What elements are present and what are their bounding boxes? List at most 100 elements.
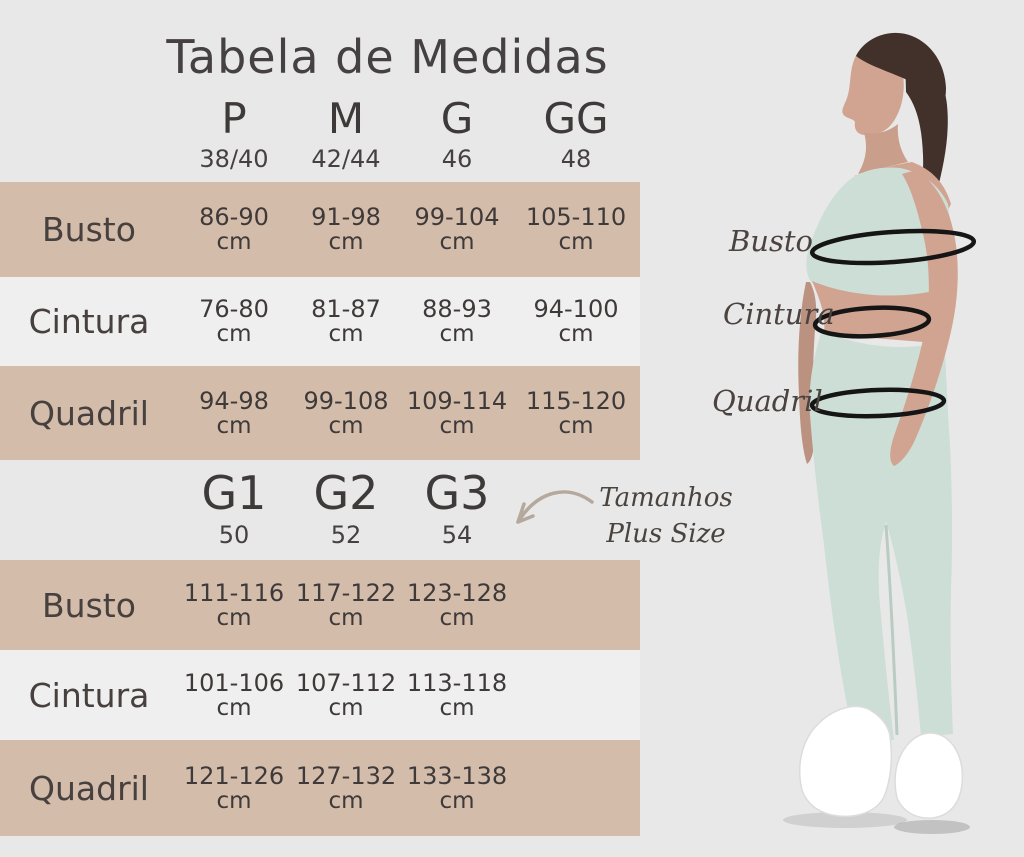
size-letter: G xyxy=(440,94,474,143)
cell-unit: cm xyxy=(558,412,594,439)
front-arm xyxy=(890,170,958,466)
cell-unit: cm xyxy=(216,604,252,631)
cell-unit: cm xyxy=(216,321,252,347)
size-letter: P xyxy=(221,94,247,143)
table-cell: 111-116 cm xyxy=(178,580,290,631)
cell-unit: cm xyxy=(558,321,594,347)
cell-unit: cm xyxy=(439,412,475,439)
hip-measure-line xyxy=(809,387,947,419)
figure-bust-label: Busto xyxy=(729,224,813,258)
table-cell: 127-132 cm xyxy=(290,763,402,814)
table-cell: 86-90 cm xyxy=(178,204,290,255)
cell-unit: cm xyxy=(439,229,475,255)
table-cell: 113-118 cm xyxy=(402,670,512,721)
table-row-busto: Busto 86-90 cm 91-98 cm 99-104 cm 105-110 cm xyxy=(0,182,640,277)
size-col-g: G 46 xyxy=(402,94,512,173)
plus-note-line1: Tamanhos xyxy=(599,483,733,513)
cell-value: 113-118 xyxy=(406,668,508,697)
figure-waist-label: Cintura xyxy=(723,297,835,331)
cell-unit: cm xyxy=(328,604,364,631)
size-letter: GG xyxy=(543,94,609,143)
row-label: Cintura xyxy=(28,675,150,715)
table-cell: 107-112 cm xyxy=(290,670,402,721)
cell-value: 86-90 xyxy=(199,203,269,231)
cell-unit: cm xyxy=(439,604,475,631)
table-cell: 105-110 cm xyxy=(512,204,640,255)
row-label: Cintura xyxy=(28,302,150,341)
table-cell: 76-80 cm xyxy=(178,296,290,347)
cell-value: 115-120 xyxy=(525,386,627,415)
cell-value: 101-106 xyxy=(183,668,285,697)
cell-unit: cm xyxy=(328,321,364,347)
table-cell: 94-100 cm xyxy=(512,296,640,347)
bust-measure-line xyxy=(809,228,977,266)
row-label: Quadril xyxy=(29,393,149,433)
figure-hip-label: Quadril xyxy=(712,384,823,418)
cell-unit: cm xyxy=(328,694,364,721)
cell-value: 123-128 xyxy=(406,578,508,607)
cell-unit: cm xyxy=(216,787,252,814)
table-row-quadril: Quadril 94-98 cm 99-108 cm 109-114 cm 115-1… xyxy=(0,366,640,460)
size-col-g1: G1 50 xyxy=(178,468,290,548)
size-col-m: M 42/44 xyxy=(290,94,402,173)
neck xyxy=(858,124,908,174)
size-number: 46 xyxy=(441,145,473,173)
shoe-shadow xyxy=(894,820,970,834)
cell-unit: cm xyxy=(328,412,364,439)
table-cell: 133-138 cm xyxy=(402,763,512,814)
cell-unit: cm xyxy=(216,694,252,721)
row-label: Quadril xyxy=(29,768,149,808)
size-letter: G2 xyxy=(313,466,379,520)
table-cell: 88-93 cm xyxy=(402,296,512,347)
size-letter: G1 xyxy=(201,466,267,520)
size-letter: G3 xyxy=(424,466,490,520)
cell-unit: cm xyxy=(216,412,252,439)
table-cell: 81-87 cm xyxy=(290,296,402,347)
standard-size-header: P 38/40 M 42/44 G 46 GG 48 xyxy=(0,90,640,178)
size-letter: M xyxy=(327,94,365,143)
cell-unit: cm xyxy=(439,321,475,347)
front-sneaker xyxy=(799,705,893,818)
plus-size-header: G1 50 G2 52 G3 54 xyxy=(0,462,640,554)
table-cell: 91-98 cm xyxy=(290,204,402,255)
table-cell: 101-106 cm xyxy=(178,670,290,721)
size-number: 48 xyxy=(560,145,592,173)
size-number: 52 xyxy=(330,521,362,549)
plus-row-cintura: Cintura 101-106 cm 107-112 cm 113-118 cm xyxy=(0,650,640,740)
cell-unit: cm xyxy=(439,694,475,721)
size-col-gg: GG 48 xyxy=(512,94,640,173)
cell-unit: cm xyxy=(558,229,594,255)
size-number: 50 xyxy=(218,521,250,549)
cell-value: 99-108 xyxy=(303,386,389,415)
table-row-cintura: Cintura 76-80 cm 81-87 cm 88-93 cm 94-100 cm xyxy=(0,277,640,366)
table-cell: 117-122 cm xyxy=(290,580,402,631)
table-cell: 109-114 cm xyxy=(402,388,512,439)
back-sneaker xyxy=(894,732,964,819)
shoe-shadow xyxy=(783,812,907,828)
cell-value: 117-122 xyxy=(295,578,397,607)
plus-row-busto: Busto 111-116 cm 117-122 cm 123-128 cm xyxy=(0,560,640,650)
cell-value: 121-126 xyxy=(183,761,285,790)
table-cell: 121-126 cm xyxy=(178,763,290,814)
cell-unit: cm xyxy=(216,229,252,255)
table-cell: 115-120 cm xyxy=(512,388,640,439)
plus-row-quadril: Quadril 121-126 cm 127-132 cm 133-138 cm xyxy=(0,740,640,836)
cell-value: 133-138 xyxy=(406,761,508,790)
table-cell: 99-108 cm xyxy=(290,388,402,439)
size-col-g3: G3 54 xyxy=(402,468,512,548)
cell-value: 107-112 xyxy=(295,668,397,697)
cell-value: 88-93 xyxy=(422,295,492,323)
cell-value: 94-100 xyxy=(533,295,619,323)
table-cell: 123-128 cm xyxy=(402,580,512,631)
size-number: 38/40 xyxy=(199,145,269,173)
cell-unit: cm xyxy=(439,787,475,814)
cell-value: 105-110 xyxy=(525,203,627,231)
page-title: Tabela de Medidas xyxy=(166,30,609,84)
cell-value: 127-132 xyxy=(295,761,397,790)
cell-value: 99-104 xyxy=(414,203,500,231)
cell-value: 94-98 xyxy=(199,386,269,415)
cell-value: 111-116 xyxy=(183,578,285,607)
cell-value: 109-114 xyxy=(406,386,508,415)
